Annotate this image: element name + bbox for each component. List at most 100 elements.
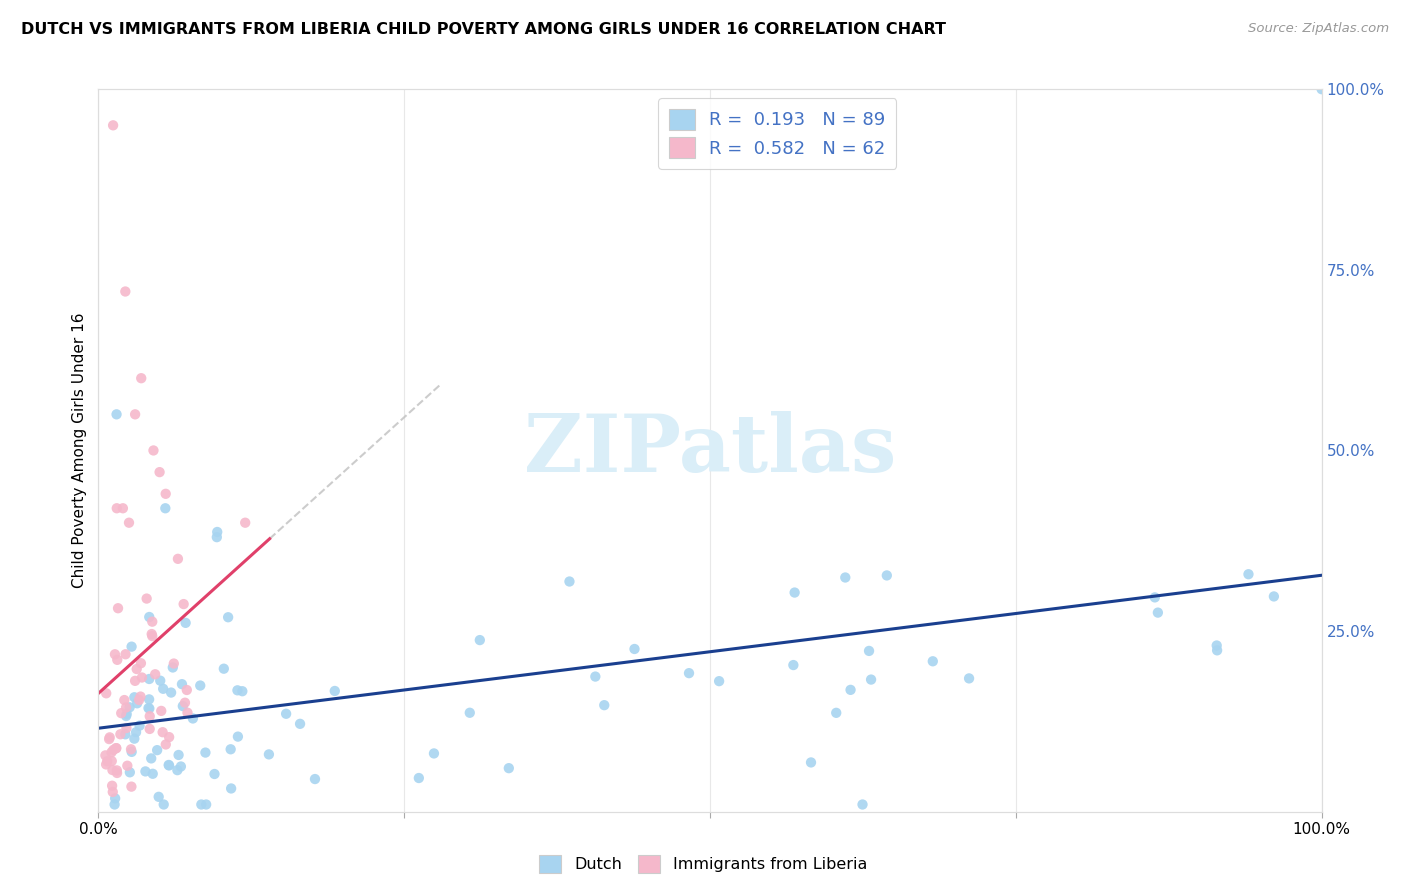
Point xyxy=(96,754,118,768)
Point xyxy=(155,501,177,516)
Point xyxy=(707,674,730,689)
Point xyxy=(138,692,160,706)
Point xyxy=(921,654,943,668)
Point xyxy=(105,407,128,421)
Point xyxy=(114,647,136,661)
Point xyxy=(195,797,218,812)
Point xyxy=(876,568,898,582)
Point xyxy=(172,699,194,714)
Point xyxy=(170,759,193,773)
Point xyxy=(257,747,280,762)
Point xyxy=(98,732,121,747)
Text: DUTCH VS IMMIGRANTS FROM LIBERIA CHILD POVERTY AMONG GIRLS UNDER 16 CORRELATION : DUTCH VS IMMIGRANTS FROM LIBERIA CHILD P… xyxy=(21,22,946,37)
Point xyxy=(114,727,136,741)
Point xyxy=(678,666,700,681)
Point xyxy=(188,679,211,693)
Point xyxy=(100,754,122,768)
Point xyxy=(226,730,249,744)
Point xyxy=(233,516,256,530)
Point xyxy=(166,763,188,777)
Point xyxy=(135,591,157,606)
Point xyxy=(101,119,124,133)
Point xyxy=(783,585,806,599)
Point xyxy=(125,662,148,676)
Point xyxy=(173,597,195,611)
Point xyxy=(138,701,160,715)
Point xyxy=(101,779,124,793)
Point xyxy=(583,669,606,683)
Point xyxy=(423,747,446,761)
Point xyxy=(115,700,138,714)
Point xyxy=(121,640,143,654)
Point xyxy=(124,690,146,705)
Point xyxy=(1205,639,1227,653)
Point xyxy=(105,653,128,667)
Point xyxy=(160,685,183,699)
Point xyxy=(104,648,127,662)
Point xyxy=(141,615,163,629)
Point xyxy=(217,610,239,624)
Point xyxy=(226,683,249,698)
Text: ZIPatlas: ZIPatlas xyxy=(524,411,896,490)
Point xyxy=(851,797,873,812)
Point xyxy=(204,767,226,781)
Point xyxy=(167,747,190,762)
Point xyxy=(1206,643,1229,657)
Point xyxy=(157,758,180,772)
Point xyxy=(219,742,242,756)
Point xyxy=(149,673,172,688)
Point xyxy=(176,683,198,698)
Point xyxy=(231,684,253,698)
Text: Source: ZipAtlas.com: Source: ZipAtlas.com xyxy=(1249,22,1389,36)
Point xyxy=(110,727,132,741)
Point xyxy=(128,719,150,733)
Point xyxy=(957,672,980,686)
Point xyxy=(205,530,228,544)
Point xyxy=(129,371,152,385)
Point xyxy=(800,756,823,770)
Point xyxy=(121,745,143,759)
Point xyxy=(408,771,430,785)
Point xyxy=(114,285,136,299)
Point xyxy=(858,644,880,658)
Point xyxy=(839,682,862,697)
Point xyxy=(623,642,645,657)
Point xyxy=(323,684,346,698)
Point xyxy=(94,748,117,763)
Point xyxy=(118,765,141,780)
Point xyxy=(825,706,848,720)
Point xyxy=(101,785,124,799)
Point xyxy=(124,407,146,421)
Point xyxy=(125,725,148,739)
Point xyxy=(468,633,491,648)
Point xyxy=(155,487,177,501)
Point xyxy=(128,693,150,707)
Point xyxy=(1143,591,1166,605)
Point xyxy=(115,709,138,723)
Point xyxy=(1147,606,1170,620)
Y-axis label: Child Poverty Among Girls Under 16: Child Poverty Among Girls Under 16 xyxy=(72,313,87,588)
Point xyxy=(219,781,242,796)
Point xyxy=(174,696,197,710)
Point xyxy=(134,764,156,779)
Point xyxy=(304,772,326,786)
Point xyxy=(120,742,142,756)
Point xyxy=(558,574,581,589)
Point xyxy=(782,658,804,673)
Point xyxy=(149,465,172,479)
Point xyxy=(124,731,146,746)
Point xyxy=(118,700,141,714)
Point xyxy=(176,706,198,720)
Point xyxy=(138,722,160,736)
Point xyxy=(96,686,118,700)
Point xyxy=(190,797,212,812)
Point xyxy=(167,551,190,566)
Point xyxy=(207,524,229,539)
Point xyxy=(157,730,180,744)
Point xyxy=(127,696,149,710)
Point xyxy=(150,704,173,718)
Point xyxy=(129,690,152,704)
Point xyxy=(142,443,165,458)
Point xyxy=(105,764,128,778)
Point xyxy=(98,731,121,745)
